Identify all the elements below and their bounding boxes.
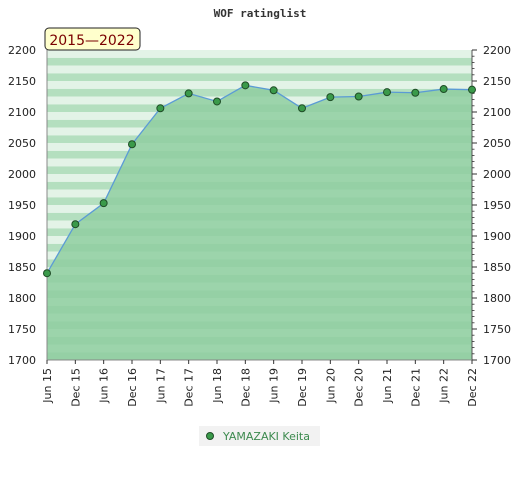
x-tick-label: Dec 19 <box>296 368 309 407</box>
legend-series-name: YAMAZAKI Keita <box>222 430 310 443</box>
y-tick-label-left: 1900 <box>8 230 36 243</box>
data-point <box>269 86 278 95</box>
x-tick-label: Dec 17 <box>183 368 196 407</box>
y-tick-label-left: 1750 <box>8 323 36 336</box>
data-point <box>99 199 108 208</box>
period-badge: 2015—2022 <box>44 27 141 51</box>
y-tick-label-right: 2200 <box>483 44 511 57</box>
x-tick-label: Dec 16 <box>126 368 139 407</box>
y-tick-label-left: 2000 <box>8 168 36 181</box>
x-tick-label: Dec 18 <box>239 368 252 407</box>
x-tick-label: Jun 18 <box>211 368 224 404</box>
y-axis-right: 1700 1750 1800 1850 1900 1950 2000 2050 2100 2150… <box>472 44 511 367</box>
chart-title: WOF ratinglist <box>214 7 307 20</box>
y-tick-label-right: 2050 <box>483 137 511 150</box>
y-tick-label-left: 1700 <box>8 354 36 367</box>
x-tick-label: Jun 20 <box>324 368 337 404</box>
data-point <box>354 92 363 101</box>
y-tick-label-right: 2150 <box>483 75 511 88</box>
x-tick-label: Dec 15 <box>69 368 82 407</box>
legend: YAMAZAKI Keita <box>199 426 320 446</box>
data-point <box>241 81 250 90</box>
data-point <box>213 97 221 106</box>
y-tick-label-left: 1800 <box>8 292 36 305</box>
y-tick-label-left: 2200 <box>8 44 36 57</box>
series-area <box>47 85 472 360</box>
y-tick-label-right: 1800 <box>483 292 511 305</box>
grid-band <box>47 81 472 89</box>
data-point <box>43 269 51 278</box>
data-point <box>468 85 476 94</box>
y-tick-label-right: 1700 <box>483 354 511 367</box>
x-tick-label: Jun 22 <box>438 368 451 404</box>
grid-band <box>47 50 472 58</box>
data-point <box>439 85 448 94</box>
y-tick-label-right: 2000 <box>483 168 511 181</box>
y-axis-left: 1700 1750 1800 1850 1900 1950 2000 2050 2100 2150… <box>8 44 36 367</box>
data-point <box>156 104 165 113</box>
period-badge-text: 2015—2022 <box>49 33 134 49</box>
x-tick-label: Jun 19 <box>268 368 281 404</box>
data-point <box>71 220 80 229</box>
y-tick-label-right: 2100 <box>483 106 511 119</box>
legend-marker <box>206 432 214 440</box>
x-tick-label: Dec 21 <box>409 368 422 407</box>
data-point <box>411 88 420 97</box>
x-tick-label: Jun 17 <box>154 368 167 404</box>
grid-band <box>47 57 472 66</box>
grid-band <box>47 73 472 81</box>
data-point <box>326 93 335 102</box>
data-markers <box>43 81 476 278</box>
y-tick-label-right: 1850 <box>483 261 511 274</box>
data-point <box>184 89 193 98</box>
x-tick-label: Jun 21 <box>381 368 394 404</box>
y-tick-label-left: 2100 <box>8 106 36 119</box>
y-tick-label-left: 1850 <box>8 261 36 274</box>
series-line <box>46 84 473 274</box>
x-tick-label: Jun 16 <box>98 368 111 404</box>
grid-band <box>47 65 472 74</box>
data-point <box>383 88 391 97</box>
x-tick-label: Dec 22 <box>466 368 479 407</box>
y-tick-label-left: 2150 <box>8 75 36 88</box>
data-point <box>298 104 306 113</box>
x-axis: Jun 15 Dec 15 Jun 16 Dec 16 Jun 17 Dec 17 Jun … <box>41 360 479 407</box>
data-point <box>128 140 136 149</box>
y-tick-label-right: 1900 <box>483 230 511 243</box>
x-tick-label: Jun 15 <box>41 368 54 404</box>
y-tick-label-left: 2050 <box>8 137 36 150</box>
y-tick-label-right: 1750 <box>483 323 511 336</box>
y-tick-label-right: 1950 <box>483 199 511 212</box>
y-tick-label-left: 1950 <box>8 199 36 212</box>
x-tick-label: Dec 20 <box>353 368 366 407</box>
